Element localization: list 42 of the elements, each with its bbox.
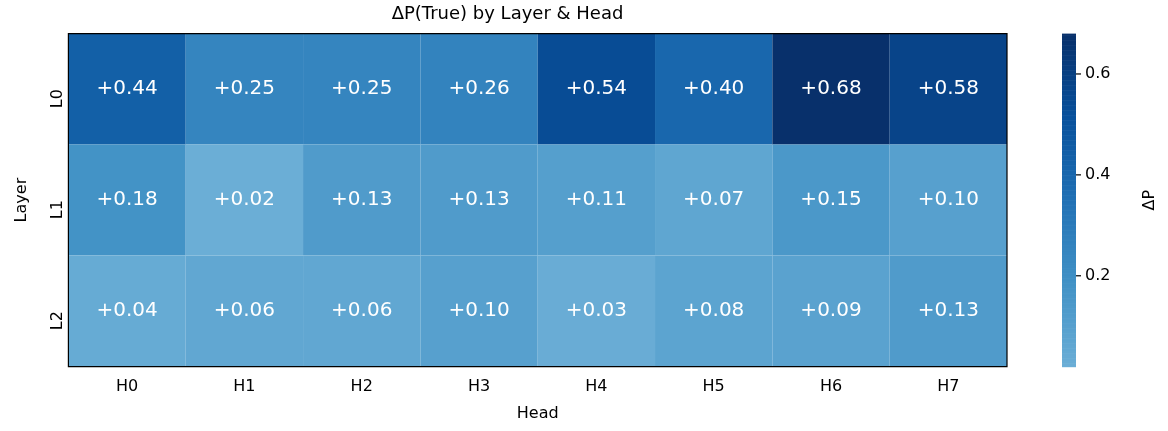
x-tick-label: H5	[702, 376, 725, 396]
color-bar-label: 0.6	[1085, 63, 1111, 83]
y-tick-label: L0	[46, 89, 66, 109]
data-label: +0.58	[917, 75, 979, 100]
data-label: +0.18	[96, 186, 158, 211]
data-label: +0.13	[448, 186, 510, 211]
color-bar-label: 0.2	[1085, 264, 1111, 284]
data-label: +0.68	[800, 75, 862, 100]
x-tick-label: H6	[819, 376, 843, 396]
data-label: +0.15	[800, 186, 862, 211]
data-label: +0.04	[96, 297, 158, 322]
data-label: +0.03	[565, 297, 628, 322]
x-tick-label: H2	[350, 376, 373, 396]
color-bar-title: ΔP	[1139, 189, 1159, 211]
data-label: +0.13	[917, 297, 979, 322]
data-label: +0.06	[331, 297, 393, 322]
data-label: +0.10	[917, 186, 979, 211]
x-tick-label: H4	[585, 376, 608, 396]
data-label: +0.26	[448, 75, 510, 100]
data-label: +0.40	[683, 75, 745, 100]
y-axis-title: Layer	[10, 177, 30, 223]
x-tick-label: H0	[115, 376, 139, 396]
data-label: +0.07	[683, 186, 745, 211]
x-tick-label: H7	[937, 376, 960, 396]
data-label: +0.08	[683, 297, 745, 322]
data-label: +0.25	[331, 75, 393, 100]
chart-title: ΔP(True) by Layer & Head	[391, 2, 624, 24]
data-label: +0.44	[96, 75, 158, 100]
data-label: +0.54	[565, 75, 628, 100]
x-axis-title: Head	[516, 402, 559, 422]
data-label: +0.10	[448, 297, 510, 322]
y-tick-label: L2	[46, 311, 66, 331]
data-label: +0.02	[213, 186, 276, 211]
y-tick-label: L1	[46, 200, 66, 220]
data-label: +0.25	[213, 75, 276, 100]
x-tick-label: H1	[233, 376, 256, 396]
x-tick-label: H3	[467, 376, 491, 396]
color-bar-label: 0.4	[1085, 164, 1111, 184]
data-label: +0.11	[565, 186, 628, 211]
data-label: +0.09	[800, 297, 862, 322]
data-label: +0.13	[331, 186, 393, 211]
data-label: +0.06	[213, 297, 276, 322]
